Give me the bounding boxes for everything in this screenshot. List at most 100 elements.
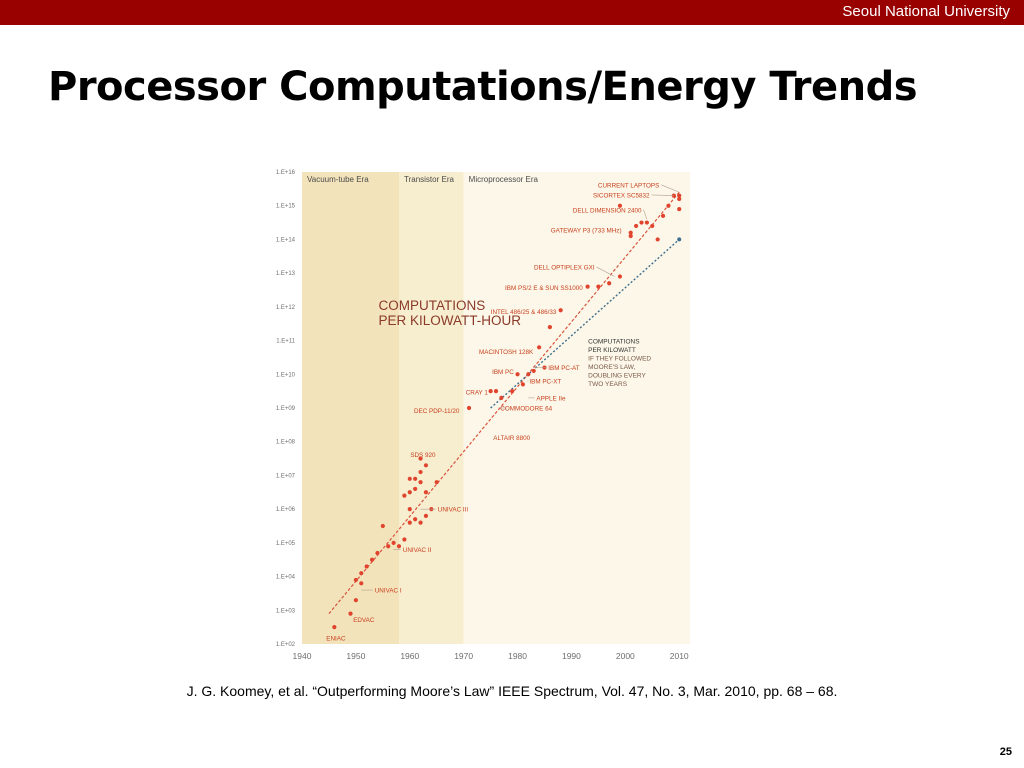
x-tick-label: 1960 [400,651,419,661]
annotation-label: APPLE IIe [536,395,566,402]
data-point [531,368,536,374]
data-point [418,456,423,461]
data-point [359,571,364,576]
data-point [375,550,380,556]
moore-law-label: DOUBLING EVERY [588,373,646,380]
data-point [655,237,660,242]
annotation-label: ALTAIR 8800 [493,435,530,442]
data-point [526,372,531,377]
annotation-leader [651,194,674,196]
data-point [488,389,493,394]
annotation-label: DELL OPTIPLEX GXI [534,265,595,272]
era-band [399,172,464,644]
annotation-label: DELL DIMENSION 2400 [573,207,642,214]
data-point [510,389,515,394]
data-point [418,480,423,485]
y-tick-label: 1.E+06 [276,507,296,513]
annotation-leader [643,209,648,220]
data-point [558,308,563,313]
y-tick-label: 1.E+04 [276,575,296,581]
data-point [617,274,623,279]
y-tick-label: 1.E+05 [276,541,296,547]
data-point [520,382,526,387]
data-point [493,389,499,394]
data-point [391,540,396,545]
era-band [302,172,399,644]
data-point [660,213,666,218]
data-point [359,581,364,586]
data-point [386,544,391,549]
annotation-label: IBM PS/2 E & SUN SS1000 [505,285,583,292]
data-point [639,220,644,225]
data-point [650,223,655,229]
data-point [407,507,412,512]
citation-caption: J. G. Koomey, et al. “Outperforming Moor… [186,683,838,699]
data-point [418,520,423,525]
data-point [413,486,418,492]
y-tick-label: 1.E+03 [276,608,296,614]
data-point [353,577,358,583]
data-point [423,490,429,495]
annotation-label: UNIVAC I [375,588,402,595]
trend-line [328,191,680,615]
data-point [423,463,429,468]
slide-title: Processor Computations/Energy Trends [48,64,918,110]
annotation-label: INTEL 486/25 & 486/33 [491,309,557,316]
data-point [418,469,423,475]
moore-law-label: COMPUTATIONS [588,339,640,346]
data-point [628,233,633,239]
moore-law-label: IF THEY FOLLOWED [588,356,651,363]
data-point [666,203,671,208]
annotation-label: MACINTOSH 128K [479,349,534,356]
moore-law-label: PER KILOWATT [588,347,636,354]
annotation-label: ENIAC [326,635,346,642]
annotation-label: IBM PC-AT [548,365,580,372]
y-tick-label: 1.E+02 [276,642,296,648]
x-tick-label: 1970 [454,651,473,661]
data-point [413,517,418,522]
era-band [463,172,690,644]
data-point [423,513,429,518]
annotation-label: CURRENT LAPTOPS [598,182,659,189]
y-tick-label: 1.E+13 [276,271,296,277]
annotation-label: CRAY 1 [466,389,489,396]
university-name: Seoul National University [842,3,1010,20]
y-tick-label: 1.E+14 [276,237,296,243]
annotation-label: SDS 920 [410,452,436,459]
data-point [537,345,542,350]
y-tick-label: 1.E+09 [276,406,296,412]
era-label: Microprocessor Era [469,175,539,184]
data-point [413,476,418,481]
annotation-label: DEC PDP-11/20 [414,408,460,415]
y-tick-label: 1.E+10 [276,372,296,378]
data-point [677,206,682,212]
y-tick-label: 1.E+07 [276,473,296,479]
y-tick-label: 1.E+12 [276,305,296,311]
data-point [369,557,375,562]
data-point [677,196,682,202]
annotation-label: SICORTEX SC5832 [593,192,650,199]
annotation-leader [661,184,680,193]
data-point [364,564,369,569]
data-point [407,476,412,481]
data-point [547,324,552,330]
era-label: Vacuum-tube Era [307,175,369,184]
chart-title: COMPUTATIONS [379,298,486,313]
data-point [434,480,439,485]
data-point [596,284,601,289]
x-tick-label: 1950 [346,651,365,661]
data-point [407,490,412,495]
data-point [353,598,358,603]
y-tick-label: 1.E+08 [276,440,296,446]
data-point [402,537,407,542]
era-label: Transistor Era [404,175,454,184]
data-point [634,223,639,229]
top-bar: Seoul National University [0,0,1024,25]
data-point [348,611,353,616]
annotation-label: COMMODORE 64 [500,406,552,413]
y-tick-label: 1.E+15 [276,204,296,210]
annotation-leader [596,266,615,277]
data-point [585,284,590,289]
data-point [628,230,633,235]
moore-law-label: MOORE'S LAW, [588,364,635,371]
